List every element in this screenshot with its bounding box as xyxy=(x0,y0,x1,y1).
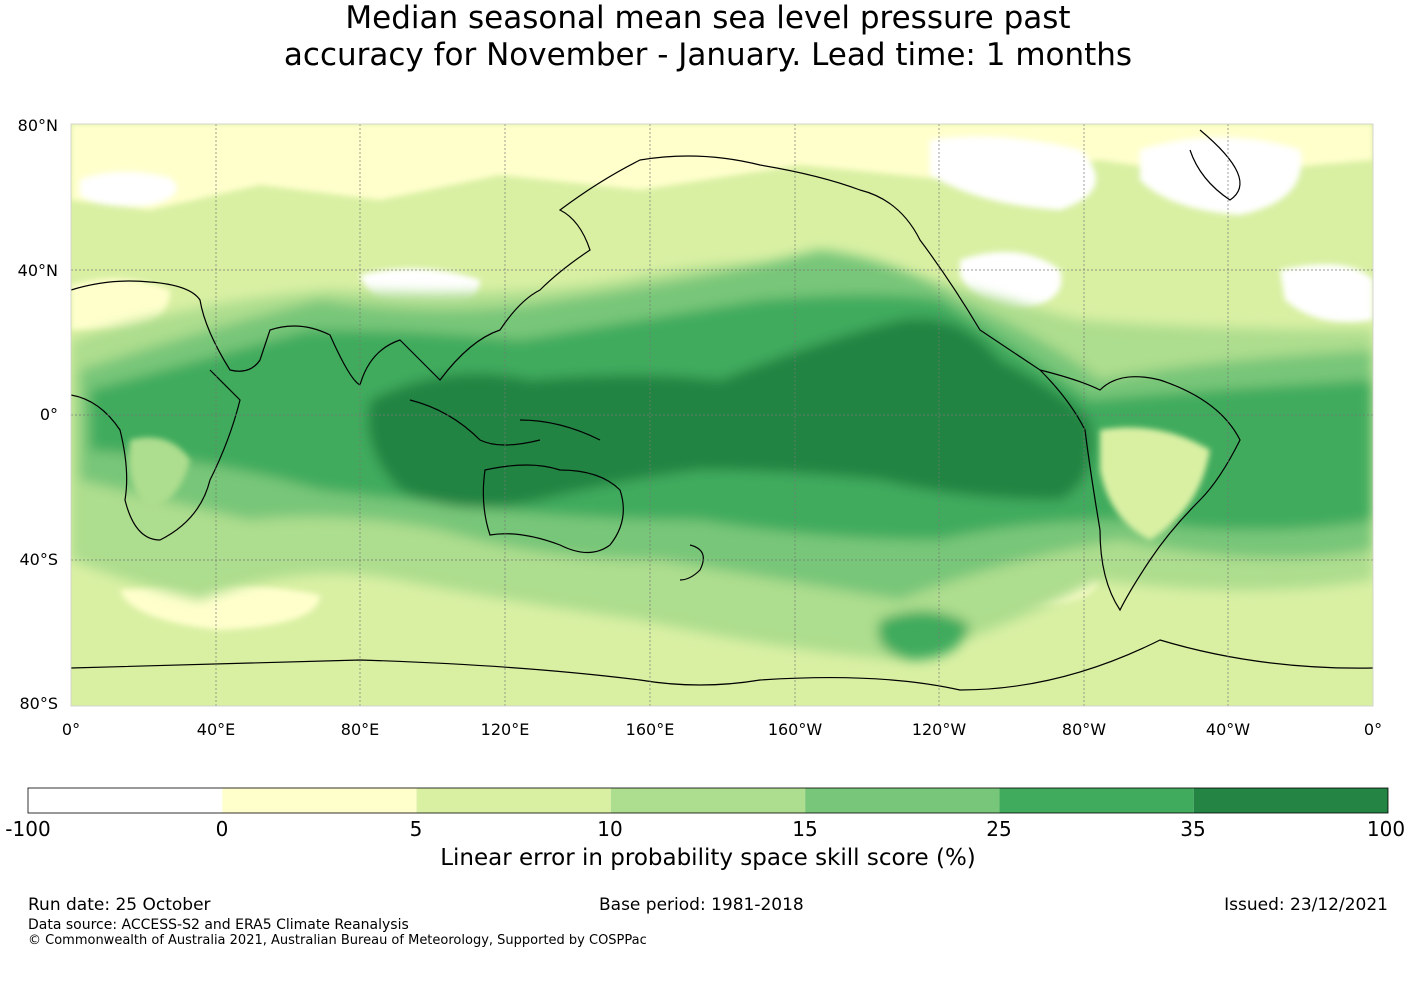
title-line-2: accuracy for November - January. Lead ti… xyxy=(283,37,1133,73)
lon-label-40e: 40°E xyxy=(196,720,236,739)
field-southamerica-interior xyxy=(1100,427,1210,540)
field-africa-interior xyxy=(129,437,190,510)
field-pale-southern-ocean-1 xyxy=(120,583,320,630)
colorbar-label: Linear error in probability space skill … xyxy=(440,845,976,871)
field-antarctic xyxy=(71,660,1373,706)
lon-label-120w: 120°W xyxy=(911,720,967,739)
lat-label-equator: 0° xyxy=(39,405,58,424)
field-white-greenland xyxy=(1140,137,1302,215)
data-source: Data source: ACCESS-S2 and ERA5 Climate … xyxy=(28,917,409,933)
lon-label-80w: 80°W xyxy=(1061,720,1107,739)
coast-greenland xyxy=(1189,129,1241,201)
colorbar-tick-2: 0 xyxy=(215,817,229,841)
base-period: Base period: 1981-2018 xyxy=(599,895,804,915)
colorbar-swatch-5 xyxy=(805,788,1000,813)
colorbar-swatch-2 xyxy=(222,788,417,813)
field-white-europe xyxy=(80,171,177,207)
lon-label-160e: 160°E xyxy=(625,720,675,739)
coast-antarctica xyxy=(71,639,1373,691)
colorbar-swatch-7 xyxy=(1193,788,1388,813)
lon-label-40w: 40°W xyxy=(1205,720,1251,739)
colorbar-swatch-6 xyxy=(999,788,1194,813)
lon-label-0-left: 0° xyxy=(61,720,81,739)
title-line-1: Median seasonal mean sea level pressure … xyxy=(345,0,1071,36)
chart-title: Median seasonal mean sea level pressure … xyxy=(0,0,1416,74)
coast-australia xyxy=(482,464,624,554)
lat-label-40s: 40°S xyxy=(19,550,58,569)
skill-score-field xyxy=(71,124,1373,706)
field-white-arctic-canada xyxy=(930,136,1096,210)
colorbar-swatch-3 xyxy=(416,788,611,813)
colorbar xyxy=(27,787,1389,814)
colorbar-frame xyxy=(27,787,1389,814)
coast-maritime-continent xyxy=(409,399,601,446)
colorbar-swatch-1 xyxy=(28,788,223,813)
map-frame xyxy=(70,123,1374,707)
lon-label-160w: 160°W xyxy=(767,720,823,739)
lon-label-0-right: 0° xyxy=(1363,720,1383,739)
field-southern-ocean-green xyxy=(878,611,970,660)
field-band-max xyxy=(368,318,1092,508)
field-pale-africa-north xyxy=(71,278,170,330)
lat-label-40n: 40°N xyxy=(17,261,58,280)
colorbar-tick-1: -100 xyxy=(5,817,51,841)
issued-date: Issued: 23/12/2021 xyxy=(1224,895,1388,915)
graticule xyxy=(71,124,1373,706)
colorbar-swatch-4 xyxy=(610,788,806,813)
colorbar-tick-6: 25 xyxy=(986,817,1012,841)
colorbar-tick-4: 10 xyxy=(597,817,623,841)
run-date: Run date: 25 October xyxy=(28,895,211,915)
lat-label-80n: 80°N xyxy=(17,116,58,135)
colorbar-tick-8: 100 xyxy=(1366,817,1406,841)
colorbar-tick-3: 5 xyxy=(409,817,423,841)
copyright: © Commonwealth of Australia 2021, Austra… xyxy=(28,933,647,948)
colorbar-tick-5: 15 xyxy=(792,817,818,841)
coastlines xyxy=(71,129,1373,691)
coast-main xyxy=(71,155,1241,612)
colorbar-tick-7: 35 xyxy=(1180,817,1206,841)
lon-label-120e: 120°E xyxy=(480,720,530,739)
coast-newzealand xyxy=(679,544,704,581)
field-white-atlantic xyxy=(1280,264,1373,323)
lat-label-80s: 80°S xyxy=(19,694,58,713)
coast-africa xyxy=(71,369,241,541)
lon-label-80e: 80°E xyxy=(340,720,380,739)
